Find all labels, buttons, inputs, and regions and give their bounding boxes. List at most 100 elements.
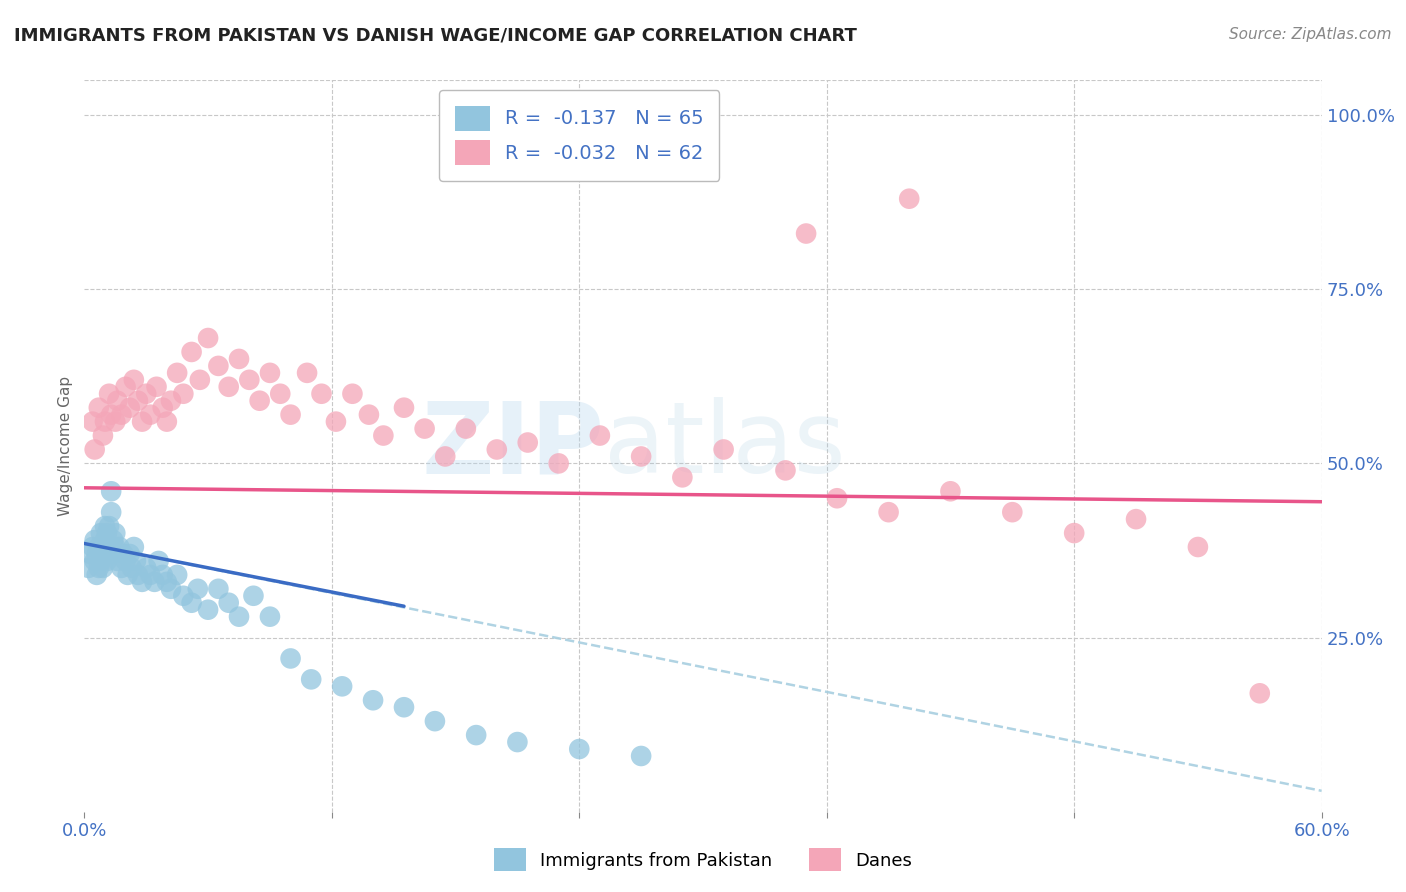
Point	[280, 408, 302, 422]
Point	[238, 373, 260, 387]
Point	[143, 574, 166, 589]
Text: Source: ZipAtlas.com: Source: ZipAtlas.com	[1229, 27, 1392, 42]
Legend: R =  -0.137   N = 65, R =  -0.032   N = 62: R = -0.137 N = 65, R = -0.032 N = 62	[439, 90, 720, 181]
Point	[103, 547, 125, 561]
Point	[104, 540, 127, 554]
Point	[671, 470, 693, 484]
Point	[114, 380, 136, 394]
Point	[172, 386, 194, 401]
Point	[98, 519, 121, 533]
Point	[125, 554, 148, 568]
Legend: Immigrants from Pakistan, Danes: Immigrants from Pakistan, Danes	[486, 841, 920, 879]
Point	[121, 561, 143, 575]
Point	[110, 561, 132, 575]
Point	[259, 609, 281, 624]
Point	[83, 442, 105, 457]
Point	[180, 596, 202, 610]
Point	[87, 540, 110, 554]
Point	[311, 386, 333, 401]
Point	[152, 567, 174, 582]
Point	[898, 192, 921, 206]
Point	[86, 567, 108, 582]
Point	[180, 345, 202, 359]
Text: IMMIGRANTS FROM PAKISTAN VS DANISH WAGE/INCOME GAP CORRELATION CHART: IMMIGRANTS FROM PAKISTAN VS DANISH WAGE/…	[14, 27, 856, 45]
Point	[1125, 512, 1147, 526]
Point	[361, 693, 384, 707]
Point	[295, 366, 318, 380]
Point	[104, 526, 127, 541]
Point	[139, 567, 162, 582]
Point	[122, 540, 145, 554]
Point	[166, 567, 188, 582]
Point	[112, 547, 135, 561]
Point	[373, 428, 395, 442]
Point	[94, 415, 117, 429]
Point	[108, 540, 131, 554]
Point	[118, 547, 141, 561]
Point	[1187, 540, 1209, 554]
Point	[228, 609, 250, 624]
Point	[100, 505, 122, 519]
Point	[218, 596, 240, 610]
Point	[325, 415, 347, 429]
Point	[172, 589, 194, 603]
Point	[197, 603, 219, 617]
Point	[877, 505, 900, 519]
Point	[207, 582, 229, 596]
Point	[156, 574, 179, 589]
Point	[77, 561, 100, 575]
Point	[94, 519, 117, 533]
Point	[135, 561, 157, 575]
Point	[423, 714, 446, 728]
Point	[188, 373, 211, 387]
Point	[413, 421, 436, 435]
Point	[630, 749, 652, 764]
Point	[392, 700, 415, 714]
Point	[547, 457, 569, 471]
Point	[94, 547, 117, 561]
Point	[91, 561, 114, 575]
Point	[117, 567, 139, 582]
Point	[228, 351, 250, 366]
Point	[392, 401, 415, 415]
Text: atlas: atlas	[605, 398, 845, 494]
Point	[342, 386, 364, 401]
Point	[939, 484, 962, 499]
Point	[1063, 526, 1085, 541]
Point	[127, 393, 149, 408]
Point	[713, 442, 735, 457]
Point	[434, 450, 457, 464]
Point	[794, 227, 817, 241]
Point	[197, 331, 219, 345]
Point	[114, 554, 136, 568]
Point	[83, 554, 105, 568]
Point	[1249, 686, 1271, 700]
Point	[589, 428, 612, 442]
Point	[100, 408, 122, 422]
Point	[105, 393, 128, 408]
Point	[330, 679, 353, 693]
Y-axis label: Wage/Income Gap: Wage/Income Gap	[58, 376, 73, 516]
Point	[299, 673, 322, 687]
Point	[87, 561, 110, 575]
Point	[104, 415, 127, 429]
Point	[218, 380, 240, 394]
Point	[1001, 505, 1024, 519]
Point	[630, 450, 652, 464]
Point	[280, 651, 302, 665]
Point	[98, 386, 121, 401]
Point	[160, 393, 183, 408]
Point	[82, 415, 104, 429]
Point	[485, 442, 508, 457]
Point	[148, 554, 170, 568]
Point	[207, 359, 229, 373]
Point	[105, 554, 128, 568]
Point	[242, 589, 264, 603]
Point	[118, 401, 141, 415]
Point	[131, 415, 153, 429]
Point	[145, 380, 167, 394]
Point	[82, 540, 104, 554]
Point	[91, 540, 114, 554]
Point	[87, 401, 110, 415]
Point	[98, 540, 121, 554]
